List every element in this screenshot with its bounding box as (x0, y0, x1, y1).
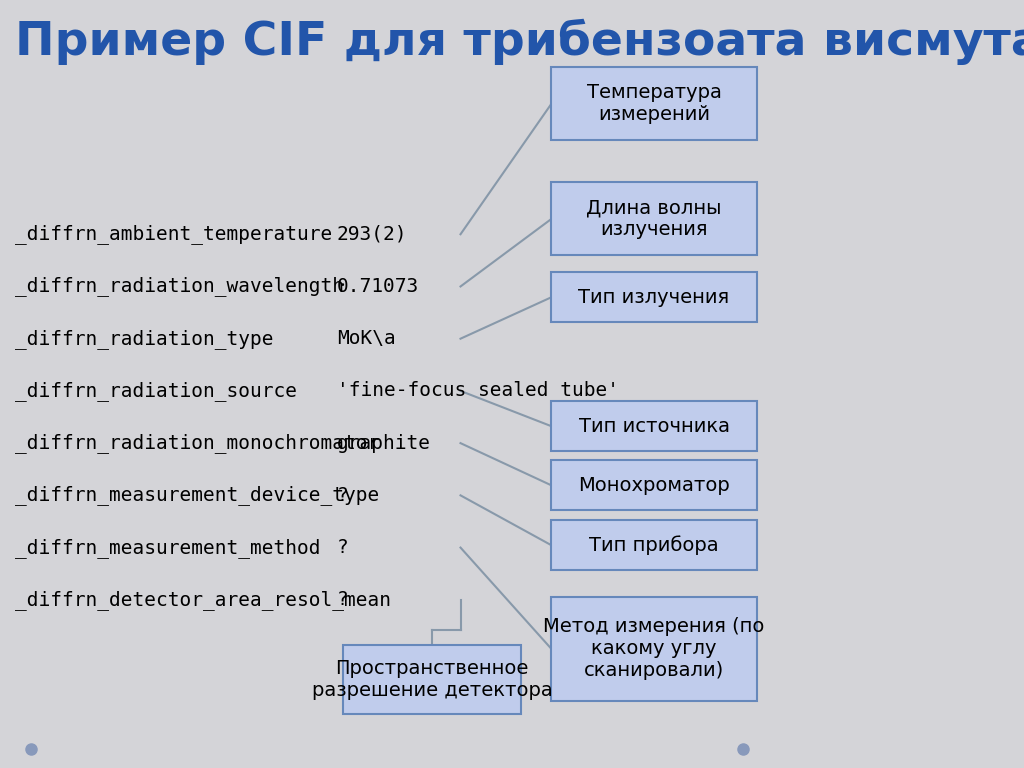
FancyBboxPatch shape (552, 461, 757, 511)
Text: Метод измерения (по
какому углу
сканировали): Метод измерения (по какому углу сканиров… (544, 617, 765, 680)
Text: Монохроматор: Монохроматор (579, 476, 730, 495)
FancyBboxPatch shape (552, 183, 757, 255)
Text: 293(2): 293(2) (337, 225, 408, 243)
Text: ?: ? (337, 538, 348, 557)
Text: Тип излучения: Тип излучения (579, 288, 729, 306)
Text: Пример CIF для трибензоата висмута: Пример CIF для трибензоата висмута (15, 19, 1024, 65)
Text: graphite: graphite (337, 434, 431, 452)
Text: _diffrn_radiation_wavelength: _diffrn_radiation_wavelength (15, 276, 344, 296)
Text: MoK\a: MoK\a (337, 329, 395, 348)
FancyBboxPatch shape (552, 68, 757, 140)
FancyBboxPatch shape (552, 402, 757, 452)
Text: Температура
измерений: Температура измерений (587, 83, 722, 124)
Text: 0.71073: 0.71073 (337, 277, 419, 296)
Text: _diffrn_measurement_method: _diffrn_measurement_method (15, 538, 321, 558)
Text: ?: ? (337, 591, 348, 609)
Text: Тип прибора: Тип прибора (589, 535, 719, 555)
Text: _diffrn_radiation_type: _diffrn_radiation_type (15, 329, 274, 349)
FancyBboxPatch shape (552, 273, 757, 323)
Text: Пространственное
разрешение детектора: Пространственное разрешение детектора (311, 659, 552, 700)
FancyBboxPatch shape (552, 598, 757, 700)
Text: _diffrn_radiation_monochromator: _diffrn_radiation_monochromator (15, 433, 380, 453)
Text: _diffrn_radiation_source: _diffrn_radiation_source (15, 381, 298, 401)
FancyBboxPatch shape (343, 645, 521, 714)
Text: ?: ? (337, 486, 348, 505)
Text: _diffrn_measurement_device_type: _diffrn_measurement_device_type (15, 485, 380, 505)
Text: _diffrn_ambient_temperature: _diffrn_ambient_temperature (15, 224, 333, 244)
Text: Тип источника: Тип источника (579, 417, 729, 435)
Text: 'fine-focus sealed tube': 'fine-focus sealed tube' (337, 382, 618, 400)
Text: Длина волны
излучения: Длина волны излучения (587, 198, 722, 240)
Text: _diffrn_detector_area_resol_mean: _diffrn_detector_area_resol_mean (15, 590, 391, 610)
FancyBboxPatch shape (552, 521, 757, 570)
